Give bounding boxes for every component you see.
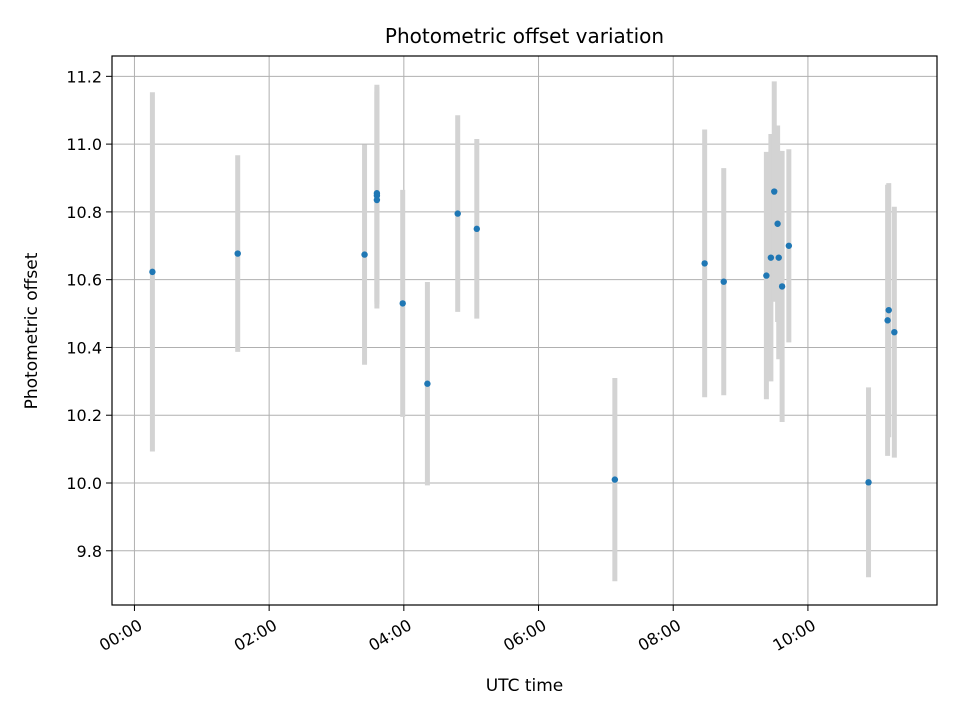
data-point bbox=[473, 225, 480, 233]
data-point bbox=[763, 272, 770, 279]
y-axis-ticks: 9.8 10.0 10.2 10.4 10.6 10.8 11.0 11.2 bbox=[66, 67, 112, 561]
data-point bbox=[775, 254, 782, 261]
data-point bbox=[885, 306, 892, 314]
data-point bbox=[771, 188, 778, 195]
plot-frame bbox=[111, 55, 938, 606]
data-point bbox=[361, 251, 368, 258]
y-tick-label: 11.2 bbox=[66, 67, 102, 86]
y-tick-label: 9.8 bbox=[77, 542, 102, 561]
y-tick-label: 10.4 bbox=[66, 338, 102, 357]
data-point bbox=[865, 479, 872, 486]
y-tick-label: 10.0 bbox=[66, 474, 102, 493]
data-points bbox=[149, 188, 898, 486]
y-axis-title: Photometric offset bbox=[22, 252, 42, 409]
y-tick-label: 10.8 bbox=[66, 203, 102, 222]
data-point bbox=[399, 300, 406, 307]
data-point bbox=[373, 192, 381, 199]
x-axis-title: UTC time bbox=[486, 676, 564, 696]
data-point bbox=[720, 278, 727, 285]
y-tick-label: 10.2 bbox=[66, 406, 102, 425]
y-tick-label: 11.0 bbox=[66, 135, 102, 154]
data-point bbox=[424, 380, 431, 387]
data-point bbox=[767, 254, 775, 261]
data-point bbox=[891, 328, 898, 336]
data-point bbox=[701, 260, 708, 267]
data-point bbox=[778, 283, 786, 290]
data-point bbox=[454, 210, 461, 217]
data-point bbox=[611, 476, 619, 483]
data-point bbox=[785, 242, 793, 249]
data-point bbox=[373, 196, 381, 204]
data-point bbox=[774, 220, 781, 227]
grid-lines bbox=[112, 56, 937, 605]
y-tick-label: 10.6 bbox=[66, 271, 102, 290]
data-point bbox=[884, 317, 891, 324]
data-point bbox=[234, 250, 241, 257]
data-point bbox=[149, 268, 156, 276]
chart-title: Photometric offset variation bbox=[385, 24, 664, 48]
